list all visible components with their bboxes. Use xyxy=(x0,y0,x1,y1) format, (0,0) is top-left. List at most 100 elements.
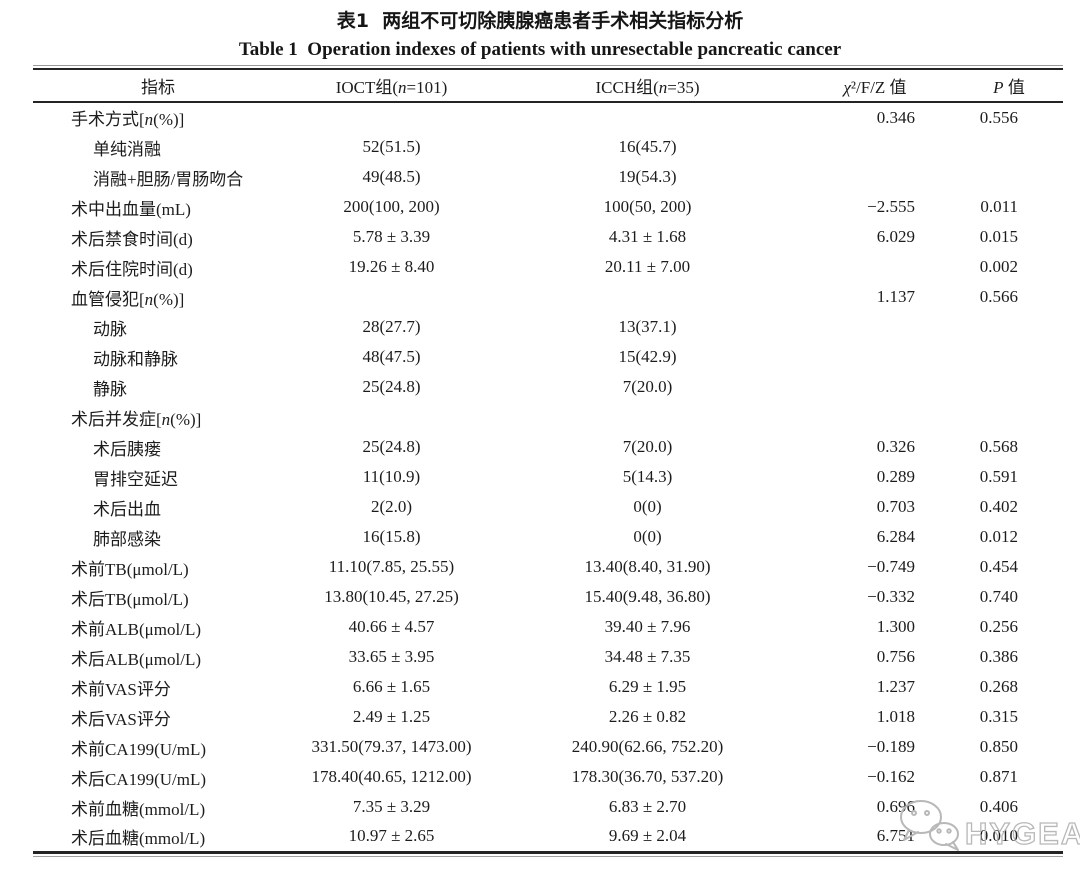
chi-f-z-value: 0.703 xyxy=(876,497,915,516)
ioct-value: 2.49 ± 1.25 xyxy=(352,707,431,726)
chi-f-z-value: −2.555 xyxy=(867,197,915,216)
p-value: 0.454 xyxy=(979,557,1018,576)
icch-value: 7(20.0) xyxy=(622,437,673,456)
ioct-value: 25(24.8) xyxy=(362,377,421,396)
icch-value: 0(0) xyxy=(633,527,662,546)
chi-f-z-value xyxy=(795,162,955,192)
table-row: 动脉和静脉 48(47.5) 15(42.9) xyxy=(33,342,1063,372)
icch-value: 9.69 ± 2.04 xyxy=(608,826,687,846)
table-row: 术后VAS评分 2.49 ± 1.25 2.26 ± 0.82 1.018 0.315 xyxy=(33,702,1063,732)
icch-value: 7(20.0) xyxy=(622,377,673,396)
p-value: 0.568 xyxy=(979,437,1018,456)
ioct-value: 2(2.0) xyxy=(370,497,413,516)
row-label: 肺部感染 xyxy=(93,529,161,549)
icch-value: 20.11 ± 7.00 xyxy=(604,257,691,276)
table-row: 术后TB(μmol/L) 13.80(10.45, 27.25) 15.40(9.4… xyxy=(33,582,1063,612)
row-label: 动脉和静脉 xyxy=(93,349,178,369)
table-caption-zh: 表1 两组不可切除胰腺癌患者手术相关指标分析 xyxy=(336,10,744,32)
icch-value: 13.40(8.40, 31.90) xyxy=(584,557,711,576)
p-value: 0.315 xyxy=(979,707,1018,726)
p-value xyxy=(955,372,1063,402)
table-row: 术后CA199(U/mL) 178.40(40.65, 1212.00) 178.3… xyxy=(33,762,1063,792)
ioct-value: 13.80(10.45, 27.25) xyxy=(324,587,459,606)
icch-value: 4.31 ± 1.68 xyxy=(608,227,687,246)
icch-value: 100(50, 200) xyxy=(603,197,692,216)
row-label: 术后并发症[n(%)] xyxy=(71,409,202,429)
p-value: 0.015 xyxy=(979,227,1018,246)
row-label: 单纯消融 xyxy=(93,139,161,159)
row-label: 手术方式[n(%)] xyxy=(71,110,185,129)
row-label: 静脉 xyxy=(93,379,127,399)
chi-f-z-value: 6.029 xyxy=(876,227,915,246)
icch-value: 6.29 ± 1.95 xyxy=(608,677,687,696)
p-value xyxy=(955,342,1063,372)
ioct-value xyxy=(283,402,500,432)
operation-indexes-table: 指标 IOCT组(n=101) ICCH组(n=35) χ²/F/Z 值 P 值… xyxy=(33,68,1063,854)
chi-f-z-value xyxy=(795,402,955,432)
table-header-row: 指标 IOCT组(n=101) ICCH组(n=35) χ²/F/Z 值 P 值 xyxy=(33,69,1063,102)
icch-value: 15(42.9) xyxy=(618,347,677,366)
table-row: 术前VAS评分 6.66 ± 1.65 6.29 ± 1.95 1.237 0.268 xyxy=(33,672,1063,702)
row-label: 术后血糖(mmol/L) xyxy=(71,828,206,848)
chi-f-z-value: 1.137 xyxy=(876,287,915,306)
table-row: 肺部感染 16(15.8) 0(0) 6.284 0.012 xyxy=(33,522,1063,552)
row-label: 胃排空延迟 xyxy=(93,469,178,489)
table-row: 术后胰瘘 25(24.8) 7(20.0) 0.326 0.568 xyxy=(33,432,1063,462)
table-row: 静脉 25(24.8) 7(20.0) xyxy=(33,372,1063,402)
column-header-p-value: P 值 xyxy=(993,78,1025,97)
chi-f-z-value: 0.346 xyxy=(876,107,915,127)
p-value: 0.386 xyxy=(979,647,1018,666)
row-label: 术前TB(μmol/L) xyxy=(71,559,189,579)
chi-f-z-value: 6.284 xyxy=(876,527,915,546)
icch-value: 13(37.1) xyxy=(618,317,677,336)
p-value: 0.591 xyxy=(979,467,1018,486)
ioct-value: 40.66 ± 4.57 xyxy=(348,617,435,636)
icch-value: 5(14.3) xyxy=(622,467,673,486)
row-label: 术前CA199(U/mL) xyxy=(71,739,207,759)
chi-f-z-value: 0.756 xyxy=(876,647,915,666)
chi-f-z-value: 0.326 xyxy=(876,437,915,456)
ioct-value xyxy=(283,282,500,312)
row-label: 术后ALB(μmol/L) xyxy=(71,649,201,669)
ioct-value: 10.97 ± 2.65 xyxy=(348,826,435,846)
p-value: 0.871 xyxy=(979,767,1018,786)
chi-f-z-value: 0.289 xyxy=(876,467,915,486)
chi-f-z-value: −0.749 xyxy=(867,557,915,576)
ioct-value xyxy=(283,102,500,132)
p-value xyxy=(955,162,1063,192)
row-label: 术后CA199(U/mL) xyxy=(71,769,207,789)
table-caption-en: Table 1 Operation indexes of patients wi… xyxy=(238,39,842,60)
icch-value: 0(0) xyxy=(633,497,662,516)
icch-value: 34.48 ± 7.35 xyxy=(604,647,691,666)
chi-f-z-value xyxy=(795,342,955,372)
ioct-value: 178.40(40.65, 1212.00) xyxy=(311,767,472,786)
row-label: 术后VAS评分 xyxy=(71,709,171,729)
table-row: 术前CA199(U/mL) 331.50(79.37, 1473.00) 240.9… xyxy=(33,732,1063,762)
ioct-value: 200(100, 200) xyxy=(343,197,440,216)
row-label: 术后出血 xyxy=(93,499,161,519)
ioct-value: 48(47.5) xyxy=(362,347,421,366)
chi-f-z-value: −0.162 xyxy=(867,767,915,786)
column-header-icch-group: ICCH组(n=35) xyxy=(595,78,700,97)
chi-f-z-value xyxy=(795,372,955,402)
p-value xyxy=(955,402,1063,432)
row-label: 术前VAS评分 xyxy=(71,679,171,699)
chi-f-z-value: 1.237 xyxy=(876,677,915,696)
column-header-indicator: 指标 xyxy=(141,78,175,97)
table-row: 术后ALB(μmol/L) 33.65 ± 3.95 34.48 ± 7.35 0.7… xyxy=(33,642,1063,672)
ioct-value: 331.50(79.37, 1473.00) xyxy=(311,737,472,756)
row-label: 血管侵犯[n(%)] xyxy=(71,289,185,309)
p-value: 0.402 xyxy=(979,497,1018,516)
ioct-value: 28(27.7) xyxy=(362,317,421,336)
icch-value: 16(45.7) xyxy=(618,137,677,156)
icch-value: 6.83 ± 2.70 xyxy=(608,797,687,816)
p-value: 0.406 xyxy=(979,797,1018,816)
row-label: 消融+胆肠/胃肠吻合 xyxy=(93,169,244,189)
table-row: 血管侵犯[n(%)] 1.137 0.566 xyxy=(33,282,1063,312)
icch-value: 178.30(36.70, 537.20) xyxy=(571,767,724,786)
chi-f-z-value xyxy=(795,252,955,282)
bottom-rule-ghost-line xyxy=(33,856,1063,857)
chi-f-z-value: 1.300 xyxy=(876,617,915,636)
column-header-chi-f-z-value: χ²/F/Z 值 xyxy=(843,78,907,97)
